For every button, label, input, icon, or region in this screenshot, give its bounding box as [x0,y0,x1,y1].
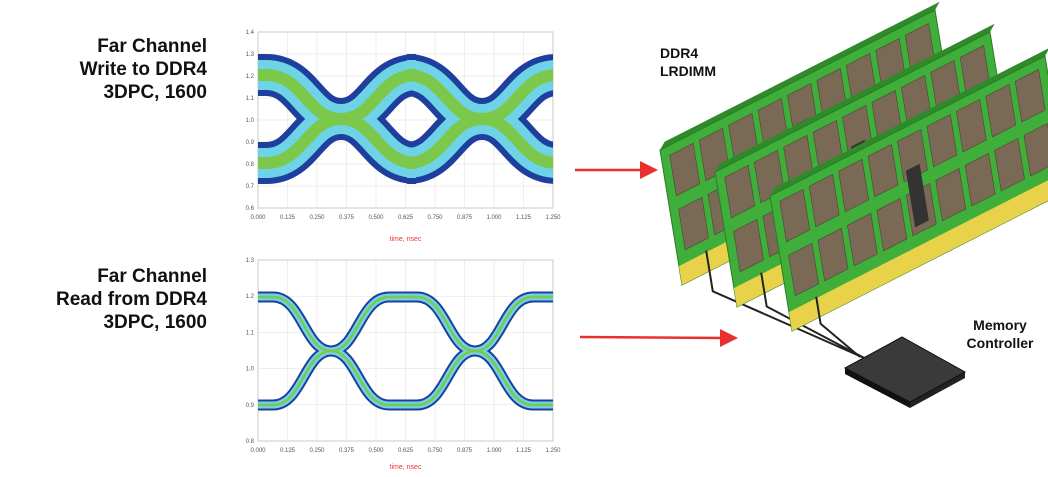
x-tick-label: 0.500 [368,448,384,454]
x-tick-label: 0.625 [398,215,414,221]
x-tick-label: 0.125 [280,215,296,221]
dram-chip [817,227,849,282]
arrow [579,335,726,340]
dimm-label: LRDIMM [660,63,716,79]
dimm-pins [788,180,1048,331]
x-axis-title: time, nsec [390,464,422,471]
channel-label: Read from DDR4 [56,289,207,310]
dram-chip [926,113,958,168]
x-tick-label: 0.500 [368,215,384,221]
x-tick-label: 0.125 [280,448,296,454]
dram-chip [994,138,1025,192]
x-tick-label: 0.875 [457,448,473,454]
x-tick-label: 0.000 [250,215,266,221]
dimm-edge [770,48,1048,196]
x-tick-label: 0.250 [309,215,325,221]
y-tick-label: 1.1 [246,96,255,102]
y-tick-label: 1.1 [246,330,255,336]
x-axis-title: time, nsec [390,236,422,243]
dram-chip [678,196,709,251]
controller-side [845,368,910,408]
y-tick-label: 1.3 [246,258,255,264]
arrow-head [640,161,658,179]
eye-trace [258,295,553,407]
channel-label: 3DPC, 1600 [103,82,207,103]
dram-chip [838,158,869,213]
y-tick-label: 0.8 [246,439,255,445]
dram-chip [808,173,840,228]
y-tick-label: 0.9 [246,140,255,146]
x-tick-label: 0.375 [339,448,355,454]
x-tick-label: 0.875 [457,215,473,221]
controller-chip [843,336,967,403]
y-tick-label: 0.7 [246,184,255,190]
bus-line [815,296,861,358]
controller-label: Memory [973,317,1027,333]
x-tick-label: 0.000 [250,448,266,454]
y-tick-label: 1.2 [246,74,255,80]
dram-chip [733,218,764,273]
x-tick-label: 1.125 [516,448,532,454]
dram-chip [956,99,987,153]
x-tick-label: 1.000 [486,448,502,454]
y-tick-label: 1.0 [246,118,255,124]
y-tick-label: 1.0 [246,367,255,373]
x-tick-label: 0.750 [427,215,443,221]
dimm-edge [715,23,995,172]
y-tick-label: 0.9 [246,403,255,409]
dram-chip [985,84,1017,138]
y-tick-label: 0.6 [246,206,255,212]
x-tick-label: 0.250 [309,448,325,454]
channel-label: Far Channel [97,266,207,287]
channel-label: 3DPC, 1600 [103,312,207,333]
bus-line [705,250,881,366]
channel-label: Far Channel [97,36,207,57]
eye-trace [258,69,553,169]
dram-chip [788,242,819,297]
buffer-chip [905,163,929,228]
dram-chip [779,188,811,243]
dram-chip [964,153,996,207]
x-tick-label: 1.000 [486,215,502,221]
dram-chip [935,167,967,222]
arrow-head [720,329,738,347]
x-tick-label: 0.375 [339,215,355,221]
bus-line [760,272,871,362]
controller-label: Controller [967,335,1034,351]
dimm-edge [660,1,940,150]
x-tick-label: 1.250 [545,448,561,454]
y-tick-label: 0.8 [246,162,255,168]
x-tick-label: 1.125 [516,215,532,221]
dram-chip [1023,123,1048,177]
dram-chip [876,197,908,252]
dram-chip [847,212,878,267]
x-tick-label: 1.250 [545,215,561,221]
y-tick-label: 1.3 [246,52,255,58]
dimm-label: DDR4 [660,45,698,61]
channel-label: Write to DDR4 [80,59,208,80]
dram-chip [867,143,899,198]
x-tick-label: 0.750 [427,448,443,454]
dram-chip [1014,69,1046,123]
y-tick-label: 1.4 [246,30,255,36]
dram-chip [669,142,701,197]
y-tick-label: 1.2 [246,294,255,300]
dram-chip [724,164,756,219]
controller-side [910,372,965,408]
x-tick-label: 0.625 [398,448,414,454]
